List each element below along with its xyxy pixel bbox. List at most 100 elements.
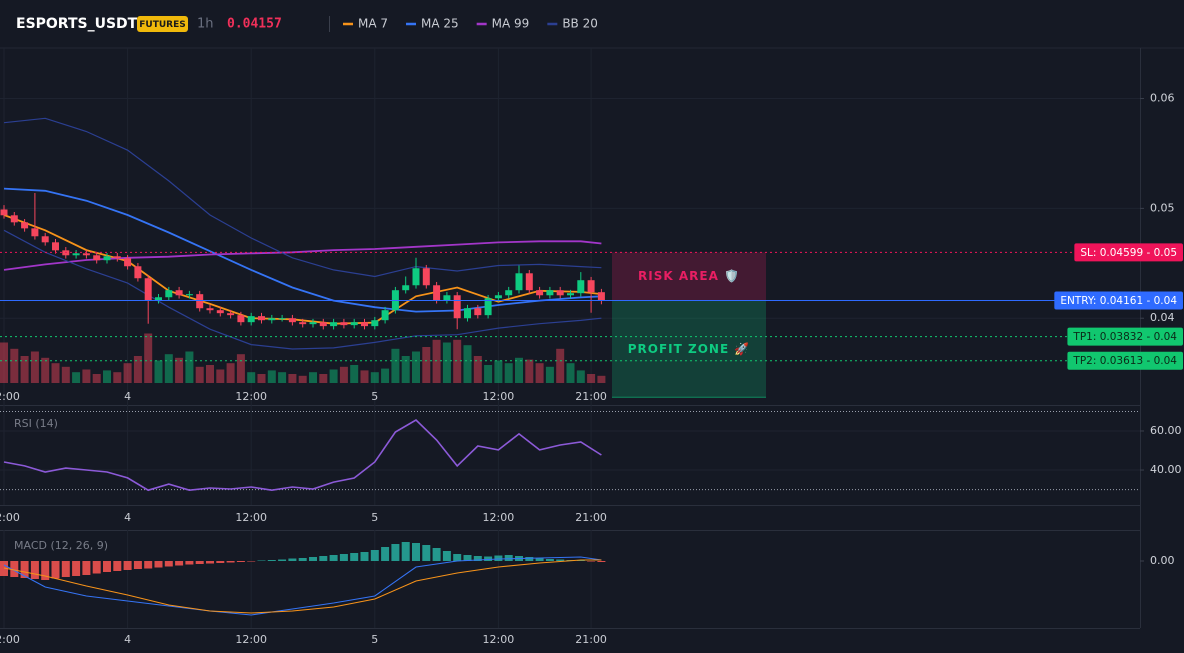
zone [612, 252, 766, 301]
volume-bar [309, 372, 317, 383]
volume-bar [329, 369, 338, 383]
macd-hist-bar [463, 555, 472, 561]
badge-bg [137, 16, 188, 32]
volume-bar [61, 366, 70, 383]
candle-body [422, 268, 430, 286]
volume-bar [494, 360, 503, 383]
macd-hist-bar [370, 550, 379, 561]
candle-body [113, 256, 121, 259]
x-tick-label: 12:00 [483, 633, 515, 646]
volume-bar [401, 356, 410, 383]
y-tick-label: 40.00 [1150, 463, 1182, 476]
candle-body [350, 322, 358, 326]
macd-hist-bar [113, 561, 122, 571]
macd-hist-bar [226, 561, 235, 563]
candle-body [494, 295, 502, 299]
macd-hist-bar [30, 561, 39, 579]
level-tag-bg [1067, 327, 1183, 346]
x-tick-label: 21:00 [575, 390, 607, 403]
candle-body [41, 236, 49, 243]
candle-body [227, 313, 235, 316]
volume-bar [473, 356, 482, 383]
volume-bar [113, 372, 122, 383]
macd-hist-bar [195, 561, 204, 564]
last-price: 0.04157 [227, 17, 282, 32]
candle-body [247, 316, 255, 323]
volume-bar [164, 354, 173, 383]
volume-bar [566, 363, 575, 383]
x-tick-label: 12:00 [483, 390, 515, 403]
y-tick-label: 0.00 [1150, 554, 1175, 567]
candle-body [536, 290, 544, 296]
macd-hist-bar [10, 561, 19, 577]
level-tag: TP2: 0.03613 - 0.04 [1072, 355, 1177, 367]
candle-body [567, 293, 574, 296]
volume-bar [195, 366, 204, 383]
macd-hist-bar [164, 561, 173, 567]
rsi-title: RSI (14) [14, 417, 58, 430]
macd-hist-bar [72, 561, 81, 576]
candle-body [258, 316, 265, 321]
volume-bar [82, 369, 91, 383]
x-tick-label: 12:00 [235, 511, 267, 524]
volume-bar [10, 348, 19, 383]
macd-hist-bar [381, 547, 390, 561]
x-tick-label: 5 [371, 390, 378, 403]
volume-bar [360, 370, 369, 383]
macd-hist-bar [185, 561, 194, 565]
volume-bar [144, 333, 153, 383]
candle-body [206, 308, 214, 311]
level-tag: TP1: 0.03832 - 0.04 [1072, 331, 1177, 343]
macd-hist-bar [597, 561, 606, 562]
candle-body [165, 290, 173, 298]
volume-bar [350, 365, 359, 383]
macd-hist-bar [267, 560, 276, 561]
macd-hist-bar [587, 561, 596, 562]
candle-body [288, 318, 296, 323]
macd-hist-bar [401, 542, 410, 561]
volume-bar [288, 374, 297, 383]
candle-body [268, 318, 276, 321]
candle-body [505, 290, 513, 296]
macd-hist-bar [61, 561, 70, 577]
macd-hist-bar [412, 543, 420, 561]
volume-bar [185, 351, 194, 383]
candle-body [196, 294, 204, 309]
volume-bar [339, 366, 348, 383]
volume-bar [123, 363, 132, 383]
macd-hist-bar [432, 548, 441, 561]
x-tick-label: 12:00 [0, 511, 20, 524]
candle-body [453, 295, 461, 319]
macd-hist-bar [319, 556, 328, 561]
macd-hist-bar [339, 554, 348, 561]
rsi-line [3, 419, 602, 492]
legend-label: MA 7 [358, 17, 388, 31]
macd-hist-bar [309, 557, 317, 561]
volume-bar [597, 375, 606, 383]
macd-hist-bar [154, 561, 163, 568]
macd-hist-bar [576, 560, 585, 561]
candle-body [82, 253, 90, 256]
signal-line [3, 559, 602, 614]
volume-bar [51, 363, 60, 383]
volume-bar [72, 372, 81, 383]
candle-body [175, 290, 183, 296]
macd-hist-bar [175, 561, 184, 566]
candle-body [402, 285, 410, 291]
ma-line [3, 187, 602, 313]
candle-body [515, 273, 523, 291]
legend-label: MA 99 [492, 17, 530, 31]
candle-body [340, 322, 348, 326]
volume-bar [525, 359, 534, 383]
candle-body [10, 215, 18, 223]
candle-body [546, 290, 554, 296]
volume-bar [412, 351, 420, 383]
macd-hist-bar [216, 561, 225, 563]
level-tag-bg [1067, 351, 1183, 370]
macd-hist-bar [350, 553, 359, 561]
x-tick-label: 5 [371, 511, 378, 524]
volume-bar [432, 339, 441, 383]
candle-body [237, 315, 245, 323]
volume-bar [319, 374, 328, 383]
